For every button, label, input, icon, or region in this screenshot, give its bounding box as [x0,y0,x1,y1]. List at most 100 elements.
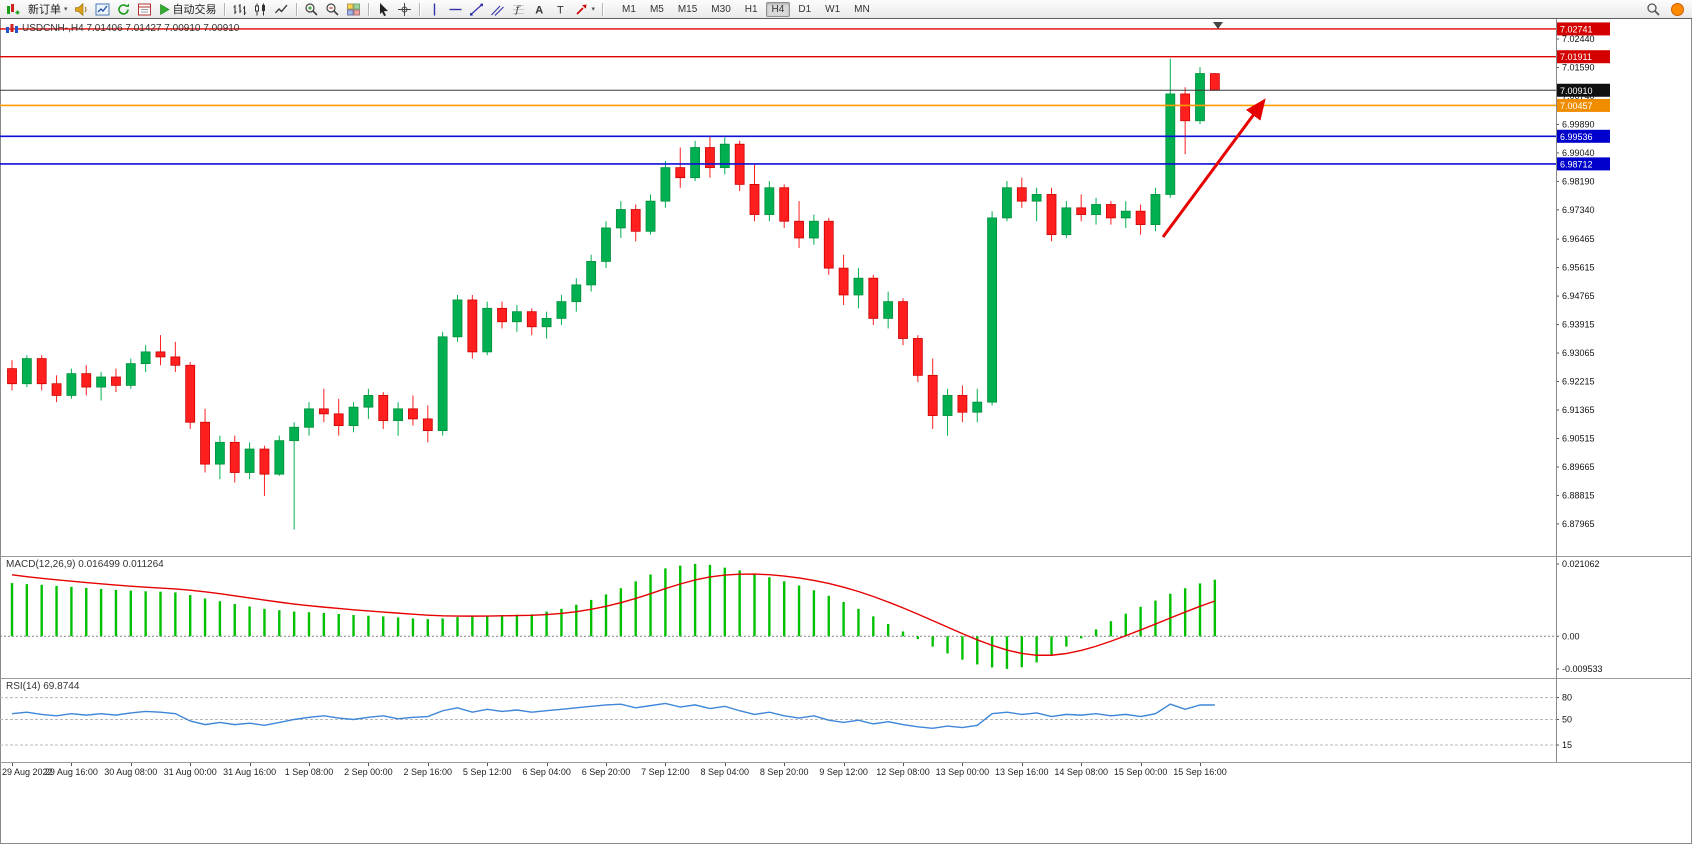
time-label: 15 Sep 16:00 [1173,767,1227,777]
data-window-button[interactable] [134,1,155,18]
text-icon: A [535,4,543,16]
chart-shift-marker[interactable] [1213,22,1223,29]
time-tick [665,763,667,766]
trendline-button[interactable] [466,1,487,18]
autotrading-play-icon [159,3,170,15]
svg-text:-0.009533: -0.009533 [1562,664,1603,674]
refresh-icon [117,3,129,15]
search-button[interactable] [1643,1,1664,18]
macd-panel[interactable]: 0.021062 0.00 -0.009533 [0,557,1692,678]
time-label: 13 Sep 16:00 [995,767,1049,777]
svg-text:6.96465: 6.96465 [1562,234,1595,244]
timeframe-button-m5[interactable]: M5 [649,3,664,15]
time-tick [487,763,489,766]
time-tick [12,763,13,766]
time-label: 6 Sep 04:00 [522,767,571,777]
arrow-tool-icon [575,4,587,15]
macd-signal-line [11,573,1216,656]
time-label: 31 Aug 00:00 [163,767,217,777]
timeframe-button-w1[interactable]: W1 [825,3,841,15]
new-order-chart-icon[interactable] [3,1,25,18]
toolbar-separator [295,2,297,16]
main-chart-canvas[interactable]: 7.024407.015907.007406.998906.990406.981… [0,19,1692,556]
time-label: 7 Sep 12:00 [641,767,690,777]
line-chart-icon [274,4,288,13]
svg-text:6.90515: 6.90515 [1562,433,1595,443]
channel-icon [490,5,504,16]
time-tick [190,763,192,766]
time-label: 2 Sep 00:00 [344,767,393,777]
time-label: 29 Aug 2022 [2,767,53,777]
macd-label: MACD(12,26,9) 0.016499 0.011264 [6,559,164,570]
time-tick [71,763,73,766]
rsi-panel[interactable]: 80 50 15 [0,679,1692,762]
candles [7,58,1220,530]
timeframe-button-h1[interactable]: H1 [744,3,758,15]
svg-text:T: T [557,4,564,16]
alerts-horn-button[interactable] [71,1,92,18]
svg-text:7.01911: 7.01911 [1560,52,1592,62]
refresh-button[interactable] [113,1,134,18]
time-label: 6 Sep 20:00 [581,767,631,777]
label-icon: T [557,4,564,16]
timeframe-button-h4[interactable]: H4 [765,1,791,17]
trend-arrow-annotation[interactable] [1161,98,1266,238]
symbol-ohlc-text: USDCNH-,H4 7.01406 7.01427 7.00910 7.009… [22,23,240,34]
svg-text:6.94765: 6.94765 [1562,291,1595,301]
toolbar: 新订单 ▾ [0,0,1692,19]
arrows-tool-button[interactable]: ▾ [571,1,599,18]
time-tick [962,763,964,766]
svg-text:6.97340: 6.97340 [1562,205,1595,215]
new-order-button[interactable]: 新订单 ▾ [25,1,71,18]
crosshair-button[interactable] [394,1,415,18]
fibonacci-button[interactable]: f [508,1,529,18]
text-button[interactable]: A [529,1,550,18]
support-line-blue-1-price-tag [1557,129,1610,143]
tile-windows-button[interactable] [343,1,364,18]
trendline-icon [469,3,483,16]
vertical-line-button[interactable] [424,1,445,18]
rsi-line [11,702,1215,729]
resistance-line-2-price-tag [1557,50,1610,64]
timeframe-toolbar: M1 M5 M15 M30 H1 H4 D1 W1 MN [615,1,877,17]
mini-chart-icon [7,3,20,14]
timeframe-button-m30[interactable]: M30 [711,3,731,15]
line-chart-button[interactable] [271,1,292,18]
horizontal-line-button[interactable] [445,1,466,18]
new-order-label: 新订单 [28,4,61,16]
cursor-button[interactable] [373,1,394,18]
svg-text:50: 50 [1562,715,1572,725]
svg-text:f: f [514,5,521,16]
candlestick-chart-button[interactable] [250,1,271,18]
bar-chart-button[interactable] [229,1,250,18]
zoom-out-button[interactable] [322,1,343,18]
zoom-in-button[interactable] [301,1,322,18]
timeframe-button-d1[interactable]: D1 [798,3,812,15]
timeframe-button-m15[interactable]: M15 [677,3,698,15]
time-axis[interactable]: 29 Aug 2022 29 Aug 16:00 30 Aug 08:00 31 Au… [0,763,1692,781]
notification-badge[interactable] [1671,2,1684,16]
time-tick [843,763,845,766]
autotrading-button[interactable]: 自动交易 [155,1,220,18]
time-tick [1021,763,1023,766]
horn-icon [74,2,87,16]
price-axis[interactable]: 7.024407.015907.007406.998906.990406.981… [1556,34,1595,529]
svg-text:7.00910: 7.00910 [1560,86,1593,96]
vertical-line-icon [433,3,435,15]
toolbar-separator [223,2,225,16]
panel-divider[interactable] [0,678,1692,679]
svg-text:6.99040: 6.99040 [1562,148,1595,158]
time-label: 15 Sep 00:00 [1113,767,1168,777]
toolbar-separator [602,2,604,16]
label-button[interactable]: T [550,1,571,18]
timeframe-button-m1[interactable]: M1 [622,3,636,15]
time-tick [130,763,132,766]
equidistant-channel-button[interactable] [487,1,508,18]
market-watch-button[interactable] [92,1,113,18]
panel-divider[interactable] [0,556,1692,557]
time-tick [784,763,786,766]
timeframe-button-mn[interactable]: MN [854,3,870,15]
fibonacci-icon: f [512,5,524,16]
time-tick [309,763,310,766]
time-label: 8 Sep 04:00 [700,767,750,777]
